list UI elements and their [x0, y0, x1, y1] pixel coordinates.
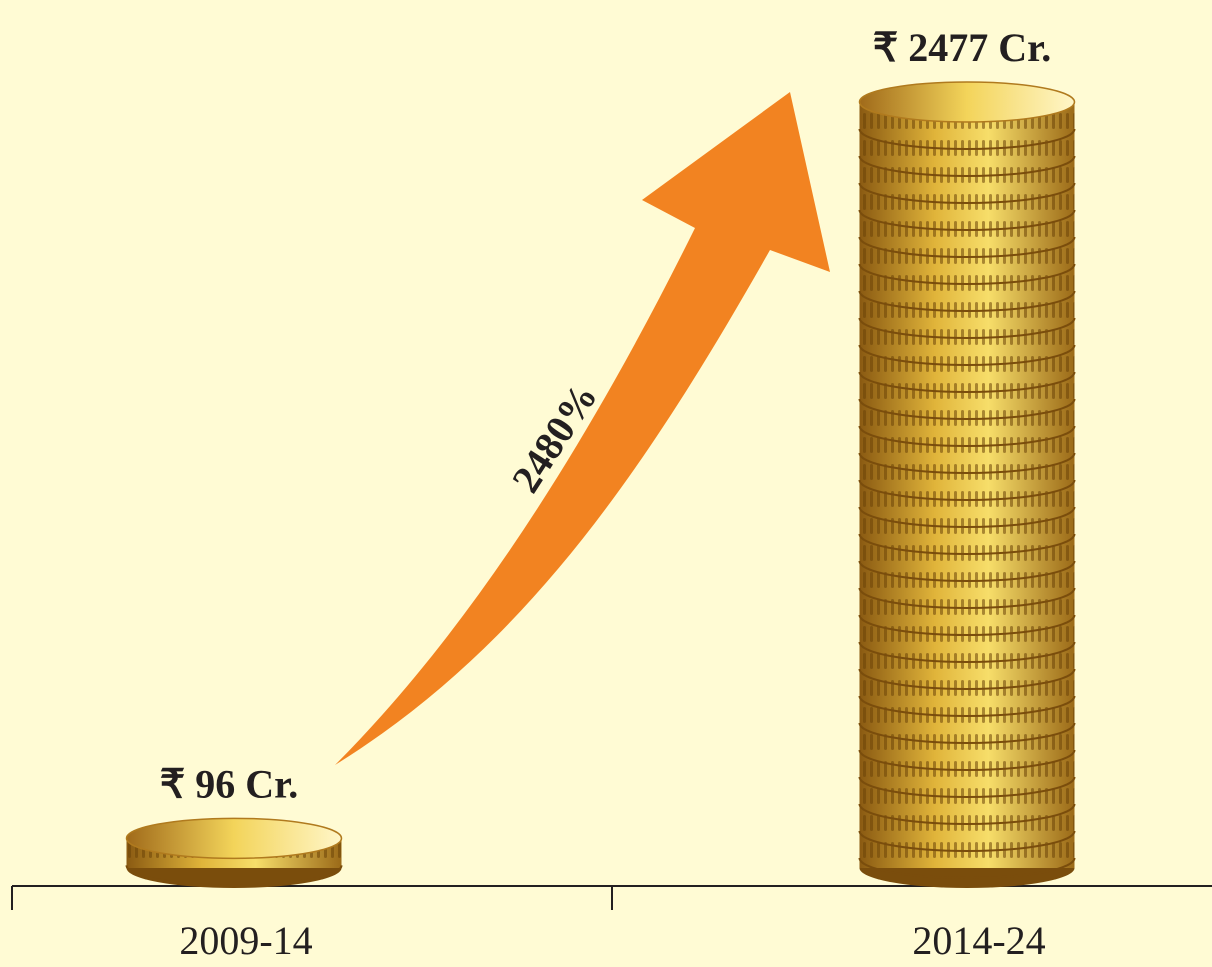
value-label: ₹ 2477 Cr. — [873, 25, 1051, 70]
value-label: ₹ 96 Cr. — [160, 761, 298, 806]
coin-stack — [127, 818, 342, 888]
coin-top — [127, 818, 342, 858]
x-tick-label: 2009-14 — [179, 918, 312, 963]
x-tick-label: 2014-24 — [912, 918, 1045, 963]
coin-stack — [860, 82, 1075, 888]
coin-top — [860, 82, 1075, 122]
coin-ridges — [860, 102, 1075, 868]
chart: 2480% ₹ 96 Cr.2009-14₹ 2477 Cr.2014-24 — [0, 0, 1212, 967]
